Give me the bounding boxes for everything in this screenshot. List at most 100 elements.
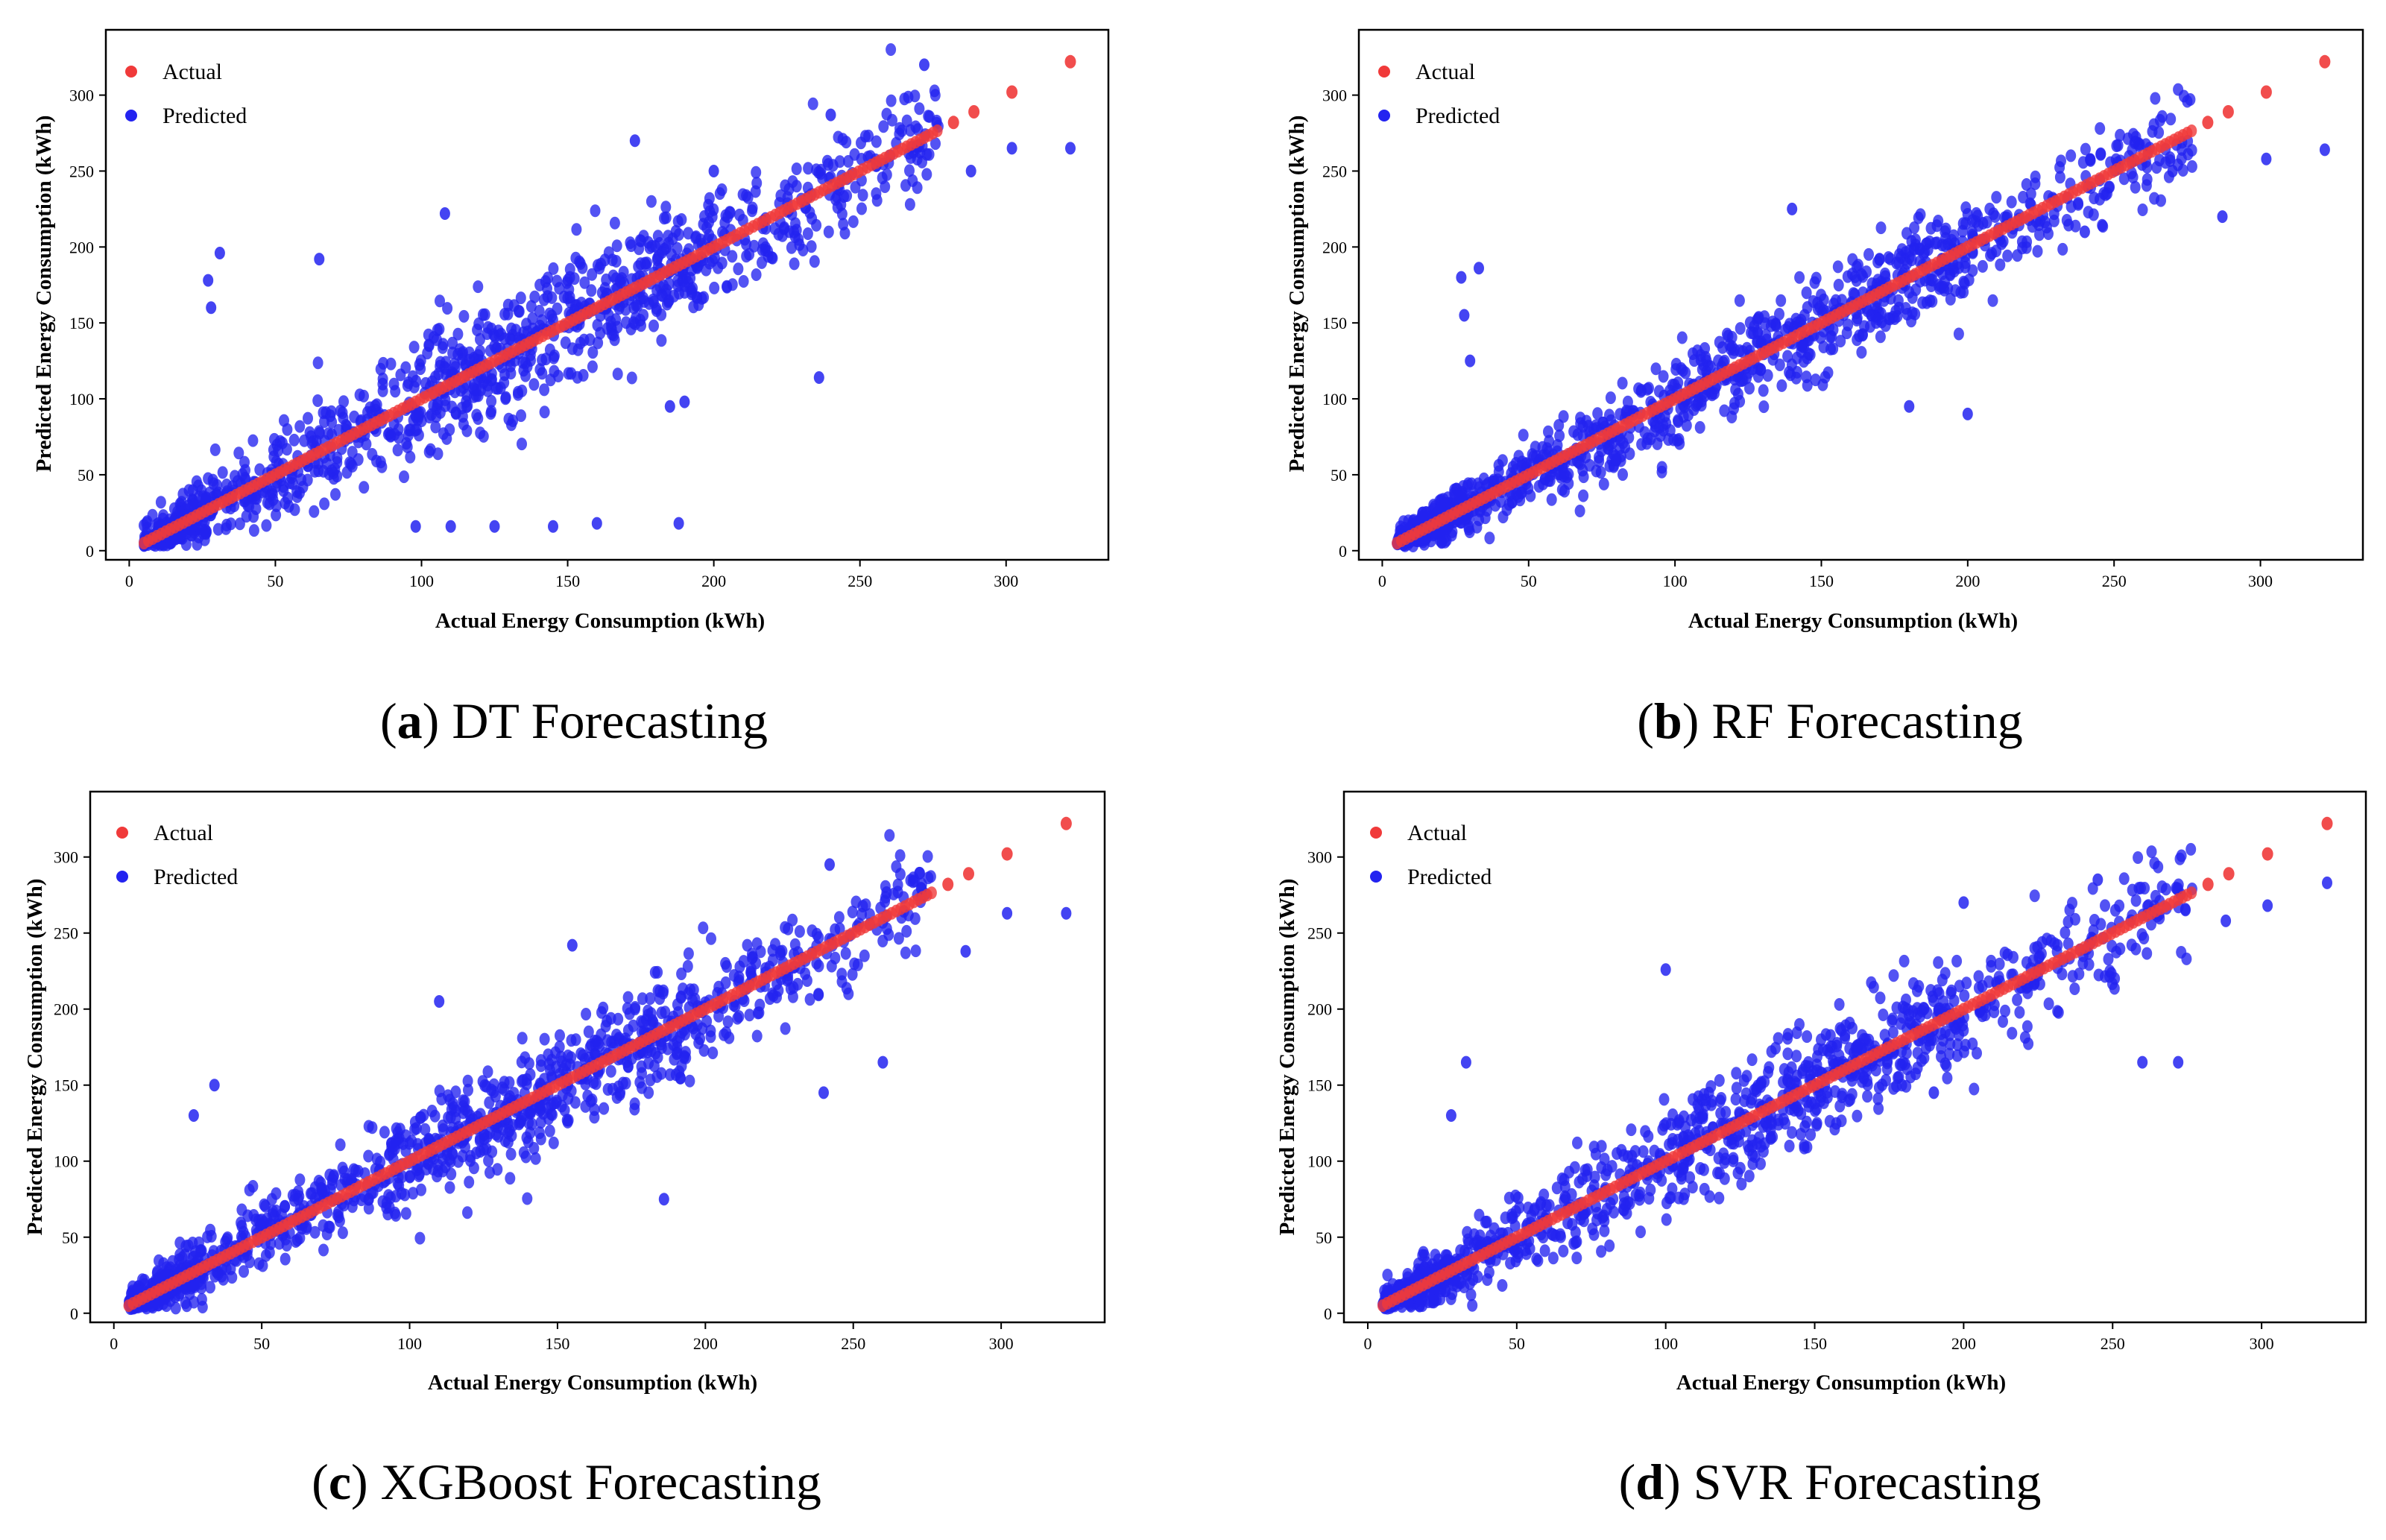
predicted-point [856,202,867,215]
predicted-point [871,194,883,207]
predicted-point [707,1047,719,1059]
predicted-point [462,399,473,412]
predicted-point [394,1136,405,1149]
predicted-point [618,265,629,279]
predicted-point [248,510,259,523]
predicted-point [517,438,527,451]
predicted-point [472,324,483,337]
predicted-point [713,980,725,994]
predicted-point [2153,126,2165,139]
predicted-point [1852,312,1863,325]
predicted-point [2039,215,2051,229]
predicted-point [233,446,244,460]
predicted-point [180,1296,191,1310]
predicted-point [189,1280,201,1293]
predicted-point [1972,209,1983,223]
predicted-point [1673,376,1684,389]
predicted-point [476,383,486,397]
actual-point [1060,816,1072,830]
predicted-point [636,319,646,332]
predicted-point [280,1252,291,1266]
predicted-point [704,192,715,205]
predicted-point [1589,1170,1600,1184]
predicted-point [158,1257,169,1270]
predicted-point [1698,1163,1709,1176]
panel-a-y-tick-label: 100 [69,390,94,408]
predicted-point [1597,416,1609,429]
predicted-point [363,1202,374,1215]
predicted-point [1715,1107,1726,1120]
predicted-point [628,301,640,315]
predicted-point [239,472,250,485]
predicted-point [2130,180,2141,194]
predicted-point [381,1196,392,1210]
actual-point [2319,54,2331,69]
predicted-point [919,58,930,72]
predicted-point [708,165,719,177]
predicted-point [734,208,745,221]
predicted-point [645,992,656,1006]
predicted-point [1463,520,1474,533]
predicted-point [1732,1167,1743,1180]
predicted-point [2165,154,2176,167]
predicted-point [1787,202,1798,215]
predicted-point [591,517,602,530]
predicted-point [1776,294,1787,307]
predicted-point [1784,1140,1795,1152]
predicted-point [730,1000,741,1013]
predicted-point [2118,172,2130,186]
predicted-point [1959,989,1970,1003]
predicted-point [813,959,824,973]
predicted-point [1927,274,1938,287]
predicted-point [1883,312,1894,325]
predicted-point [1752,1137,1763,1150]
predicted-point [2095,122,2106,135]
predicted-point [505,1147,517,1161]
predicted-point [714,187,725,201]
predicted-point [912,123,924,136]
predicted-point [247,1180,259,1193]
predicted-point [633,260,644,274]
predicted-point [747,201,758,215]
predicted-point [2133,851,2144,864]
predicted-point [622,991,634,1004]
predicted-point [309,505,320,518]
predicted-point [548,262,559,275]
predicted-point [789,225,800,239]
predicted-point [314,253,325,266]
predicted-point [1849,270,1860,283]
predicted-point [688,300,699,314]
predicted-point [546,1053,557,1067]
predicted-point [683,947,694,960]
predicted-point [464,353,475,367]
predicted-point [2056,154,2066,168]
predicted-point [445,1155,456,1168]
predicted-point [850,180,861,194]
predicted-point [593,336,604,350]
predicted-point [1770,319,1781,332]
predicted-point [361,438,372,451]
predicted-point [2217,210,2228,224]
predicted-point [757,243,768,256]
predicted-point [1734,294,1745,307]
predicted-point [877,171,888,185]
panel-c-points [123,816,1072,1316]
predicted-point [1738,345,1749,359]
predicted-point [791,162,802,175]
predicted-point [522,360,533,373]
predicted-point [925,870,936,883]
panel-a-y-tick-label: 250 [69,162,94,180]
panel-b-y-tick-label: 300 [1322,86,1347,105]
predicted-point [482,1065,493,1079]
predicted-point [462,1074,473,1088]
panel-b-caption-title: RF Forecasting [1711,692,2022,749]
predicted-point [514,305,525,318]
predicted-point [518,326,529,339]
predicted-point [1958,275,1969,288]
predicted-point [1674,437,1685,450]
predicted-point [239,1265,249,1278]
predicted-point [197,1301,208,1313]
predicted-point [426,1105,438,1117]
predicted-point [151,1297,161,1310]
